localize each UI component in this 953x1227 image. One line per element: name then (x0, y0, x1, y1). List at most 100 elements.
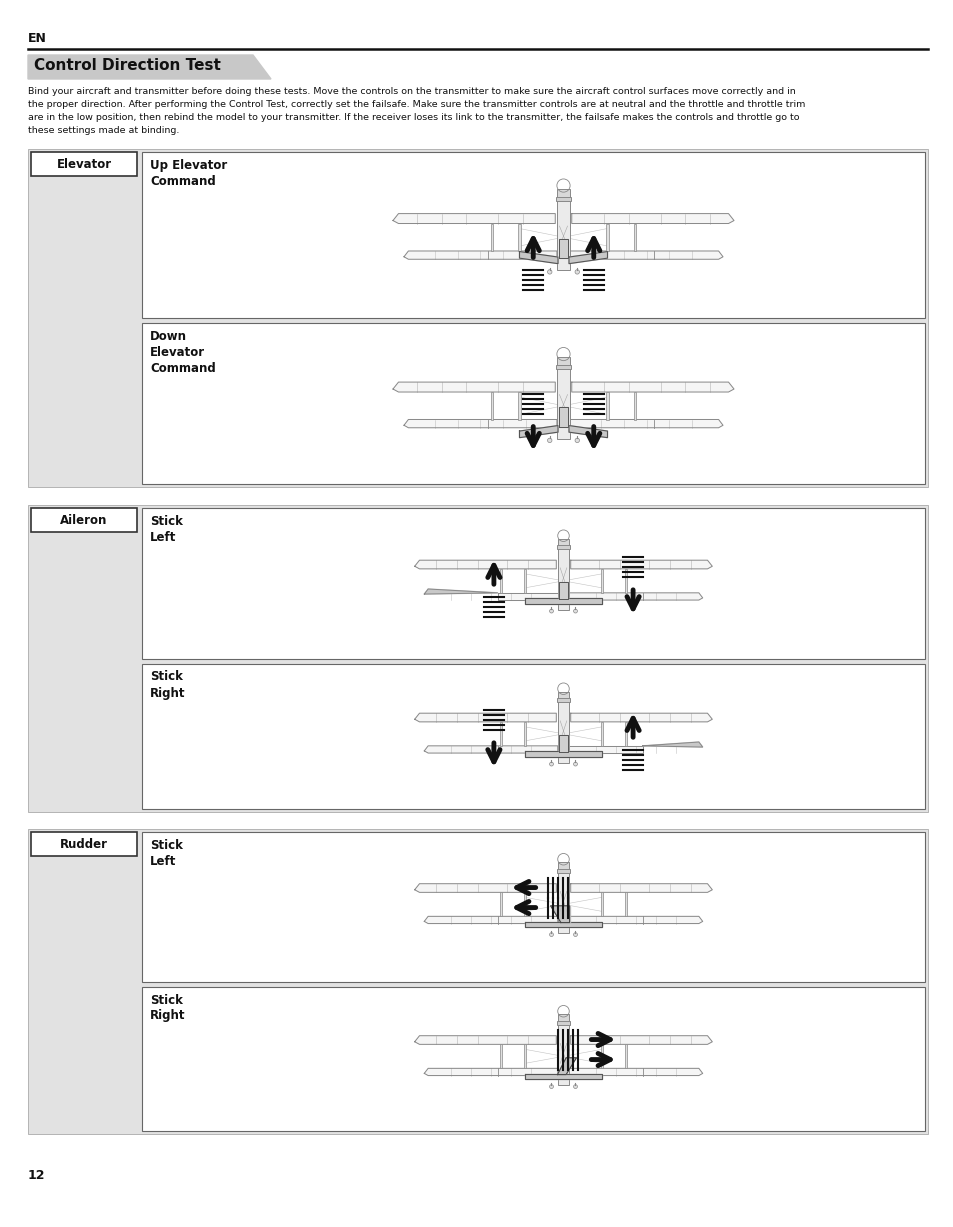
Text: Elevator: Elevator (56, 157, 112, 171)
Polygon shape (524, 1074, 601, 1080)
Bar (142, 832, 924, 982)
Text: Stick
Right: Stick Right (150, 994, 185, 1022)
Bar (499, 1044, 502, 1069)
Polygon shape (519, 426, 558, 438)
Bar (490, 391, 493, 420)
Polygon shape (393, 213, 555, 223)
Text: Rudder: Rudder (60, 838, 108, 850)
Text: Stick
Left: Stick Left (150, 839, 183, 867)
Polygon shape (569, 917, 702, 924)
Bar (517, 223, 520, 252)
Bar (624, 1044, 626, 1069)
Text: Stick
Left: Stick Left (150, 515, 183, 544)
Bar (558, 692, 568, 701)
Bar (523, 721, 526, 746)
Bar (557, 357, 569, 368)
Polygon shape (571, 382, 733, 391)
Bar (28, 829, 927, 1134)
Polygon shape (424, 746, 558, 753)
Polygon shape (524, 751, 601, 757)
Polygon shape (524, 921, 601, 928)
Bar (523, 1044, 526, 1069)
Bar (523, 569, 526, 593)
Polygon shape (415, 1036, 556, 1044)
Polygon shape (570, 420, 722, 428)
Circle shape (549, 762, 553, 766)
Text: EN: EN (28, 32, 47, 45)
Bar (557, 189, 569, 200)
Bar (633, 223, 636, 252)
Bar (624, 721, 626, 746)
Bar (30, 152, 137, 175)
Polygon shape (424, 917, 558, 924)
Bar (605, 391, 608, 420)
Bar (490, 223, 493, 252)
Bar (557, 368, 569, 439)
Bar (558, 701, 568, 763)
Polygon shape (558, 735, 567, 752)
Bar (556, 196, 571, 201)
Polygon shape (568, 426, 607, 438)
Text: Down
Elevator
Command: Down Elevator Command (150, 330, 215, 375)
Polygon shape (570, 561, 712, 569)
Bar (499, 569, 502, 593)
Bar (142, 987, 924, 1131)
Bar (558, 1023, 568, 1085)
Polygon shape (558, 583, 567, 599)
Polygon shape (415, 883, 556, 892)
Polygon shape (570, 883, 712, 892)
Bar (142, 508, 924, 659)
Text: Bind your aircraft and transmitter before doing these tests. Move the controls o: Bind your aircraft and transmitter befor… (28, 87, 795, 96)
Circle shape (547, 438, 552, 443)
Circle shape (573, 933, 577, 936)
Polygon shape (557, 1058, 576, 1075)
Bar (557, 1021, 570, 1025)
Polygon shape (558, 239, 568, 258)
Bar (499, 721, 502, 746)
Circle shape (575, 270, 578, 274)
Bar (557, 545, 570, 550)
Text: Aileron: Aileron (60, 514, 108, 526)
Polygon shape (497, 593, 558, 600)
Text: these settings made at binding.: these settings made at binding. (28, 126, 179, 135)
Bar (600, 721, 602, 746)
Polygon shape (570, 252, 722, 259)
Bar (28, 148, 927, 487)
Polygon shape (569, 746, 642, 753)
Bar (523, 892, 526, 917)
Polygon shape (550, 906, 569, 923)
Bar (517, 391, 520, 420)
Polygon shape (424, 1069, 558, 1076)
Polygon shape (403, 252, 557, 259)
Bar (605, 223, 608, 252)
Polygon shape (524, 598, 601, 604)
Bar (558, 548, 568, 610)
Bar (558, 871, 568, 934)
Text: 12: 12 (28, 1169, 46, 1182)
Polygon shape (393, 382, 555, 391)
Circle shape (549, 933, 553, 936)
Bar (558, 539, 568, 548)
Polygon shape (415, 561, 556, 569)
Polygon shape (569, 593, 702, 600)
Polygon shape (568, 252, 607, 264)
Text: Control Direction Test: Control Direction Test (34, 58, 221, 72)
Bar (556, 366, 571, 369)
Bar (633, 391, 636, 420)
Polygon shape (569, 1069, 702, 1076)
Bar (600, 569, 602, 593)
Bar (600, 892, 602, 917)
Circle shape (549, 609, 553, 614)
Bar (624, 892, 626, 917)
Polygon shape (403, 420, 557, 428)
Bar (624, 569, 626, 593)
Bar (30, 832, 137, 856)
Bar (30, 508, 137, 533)
Polygon shape (424, 589, 497, 594)
Polygon shape (558, 407, 568, 427)
Circle shape (573, 609, 577, 614)
Polygon shape (570, 713, 712, 721)
Text: Stick
Right: Stick Right (150, 670, 185, 699)
Bar (557, 200, 569, 270)
Circle shape (573, 762, 577, 766)
